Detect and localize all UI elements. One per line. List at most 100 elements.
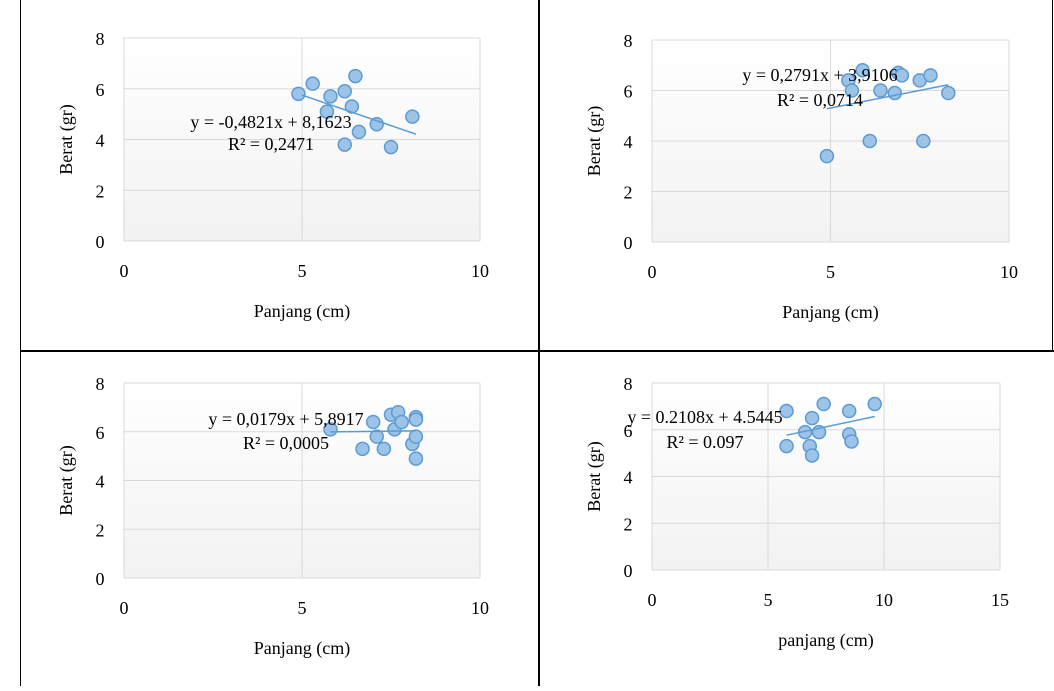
data-point xyxy=(855,63,870,78)
x-tick-label: 0 xyxy=(648,262,657,282)
trendline xyxy=(301,94,417,135)
y-tick-label: 0 xyxy=(96,232,105,252)
x-tick-label: 10 xyxy=(471,261,489,281)
data-point xyxy=(894,68,910,83)
chart-cell-3: 0 2 4 6 8 0 5 10 Panjang (cm) Berat (gr) y = 0,017… xyxy=(21,352,538,686)
r-squared-label: R² = 0,0714 xyxy=(777,90,863,110)
scatter-chart-2: 0 2 4 6 8 0 5 10 Panjang (cm) Berat (gr) y = 0,279… xyxy=(584,31,1018,323)
y-axis-title: Berat (gr) xyxy=(584,106,605,176)
data-point xyxy=(941,85,956,101)
y-tick-label: 8 xyxy=(96,374,105,394)
y-tick-label: 2 xyxy=(96,181,105,201)
data-point xyxy=(779,438,794,454)
r-squared-label: R² = 0.097 xyxy=(666,432,743,452)
scatter-chart-3: 0 2 4 6 8 0 5 10 Panjang (cm) Berat (gr) y = 0,017… xyxy=(56,374,489,659)
data-point xyxy=(337,84,352,99)
y-tick-label: 4 xyxy=(96,472,105,492)
trendline-equation: y = 0,2791x + 3,9106 xyxy=(742,65,897,85)
data-point xyxy=(408,429,424,444)
data-point xyxy=(394,414,409,430)
data-point xyxy=(916,133,931,149)
data-point xyxy=(779,403,794,419)
y-tick-label: 0 xyxy=(624,233,633,253)
data-point xyxy=(408,451,424,466)
data-point xyxy=(337,137,352,152)
data-point xyxy=(344,99,360,114)
scatter-chart-4: 0 2 4 6 8 0 5 10 15 panjang (cm) Berat (gr) y = 0.2… xyxy=(584,374,1009,651)
y-axis-title: Berat (gr) xyxy=(56,104,77,174)
data-point xyxy=(804,410,820,426)
trendline-equation: y = 0,0179x + 5,8917 xyxy=(208,409,363,429)
data-point xyxy=(291,86,306,102)
data-point xyxy=(383,139,399,155)
x-axis-title: Panjang (cm) xyxy=(782,302,878,323)
data-point xyxy=(867,396,882,412)
data-point xyxy=(819,148,835,164)
y-tick-label: 6 xyxy=(96,80,105,100)
x-tick-label: 15 xyxy=(991,590,1009,610)
y-tick-label: 6 xyxy=(624,421,633,441)
data-point xyxy=(816,396,831,412)
x-tick-label: 10 xyxy=(471,598,489,618)
y-tick-label: 0 xyxy=(624,561,633,581)
data-point xyxy=(376,441,392,457)
x-axis-title: panjang (cm) xyxy=(778,630,873,651)
x-tick-label: 10 xyxy=(875,590,893,610)
data-point xyxy=(323,89,338,104)
y-tick-label: 8 xyxy=(96,29,105,49)
data-point xyxy=(873,83,888,98)
x-axis-title: Panjang (cm) xyxy=(254,638,350,659)
y-tick-label: 4 xyxy=(624,468,633,488)
y-tick-label: 6 xyxy=(624,82,633,102)
trendline xyxy=(826,84,949,110)
r-squared-label: R² = 0,0005 xyxy=(243,433,329,453)
y-tick-label: 8 xyxy=(624,374,633,394)
x-tick-label: 0 xyxy=(120,261,129,281)
data-point xyxy=(844,83,860,98)
y-axis-title: Berat (gr) xyxy=(584,441,605,511)
data-point xyxy=(369,117,385,132)
trendline-equation: y = 0.2108x + 4.5445 xyxy=(627,407,782,427)
chart-cell-1: 0 2 4 6 8 0 5 10 Panjang (cm) Berat (gr) y = -0,48… xyxy=(21,0,538,350)
data-point xyxy=(887,85,903,101)
trendline-equation: y = -0,4821x + 8,1623 xyxy=(190,112,351,132)
y-tick-label: 4 xyxy=(96,131,105,151)
data-point xyxy=(405,109,420,124)
y-tick-label: 4 xyxy=(624,132,633,152)
data-point xyxy=(365,414,381,430)
table-border-left xyxy=(20,0,21,686)
x-tick-label: 5 xyxy=(764,590,773,610)
x-tick-label: 0 xyxy=(648,590,657,610)
y-tick-label: 2 xyxy=(96,520,105,540)
data-point xyxy=(841,403,857,419)
r-squared-label: R² = 0,2471 xyxy=(228,134,314,154)
y-tick-label: 8 xyxy=(624,31,633,51)
data-point xyxy=(408,412,424,427)
data-point xyxy=(305,76,320,91)
data-point xyxy=(348,68,363,84)
data-point xyxy=(923,68,938,83)
y-tick-label: 6 xyxy=(96,423,105,443)
data-point xyxy=(862,133,878,149)
data-point xyxy=(351,124,367,140)
x-tick-label: 5 xyxy=(298,598,307,618)
data-point xyxy=(844,434,859,449)
y-axis-title: Berat (gr) xyxy=(56,445,77,515)
y-tick-label: 0 xyxy=(96,569,105,589)
x-tick-label: 10 xyxy=(1000,262,1018,282)
x-tick-label: 0 xyxy=(120,598,129,618)
data-point xyxy=(804,448,820,463)
chart-cell-4: 0 2 4 6 8 0 5 10 15 panjang (cm) Berat (gr) y = 0.2… xyxy=(540,352,1054,686)
data-point xyxy=(355,441,370,457)
table-border-right xyxy=(1052,0,1053,352)
table-border-middle-row xyxy=(20,350,1054,352)
y-tick-label: 2 xyxy=(624,514,633,534)
data-point xyxy=(319,104,335,119)
trendline xyxy=(330,430,416,433)
x-tick-label: 5 xyxy=(826,262,835,282)
chart-cell-2: 0 2 4 6 8 0 5 10 Panjang (cm) Berat (gr) y = 0,279… xyxy=(540,0,1052,350)
table-border-middle xyxy=(538,0,540,686)
x-tick-label: 5 xyxy=(298,261,307,281)
y-tick-label: 2 xyxy=(624,183,633,203)
